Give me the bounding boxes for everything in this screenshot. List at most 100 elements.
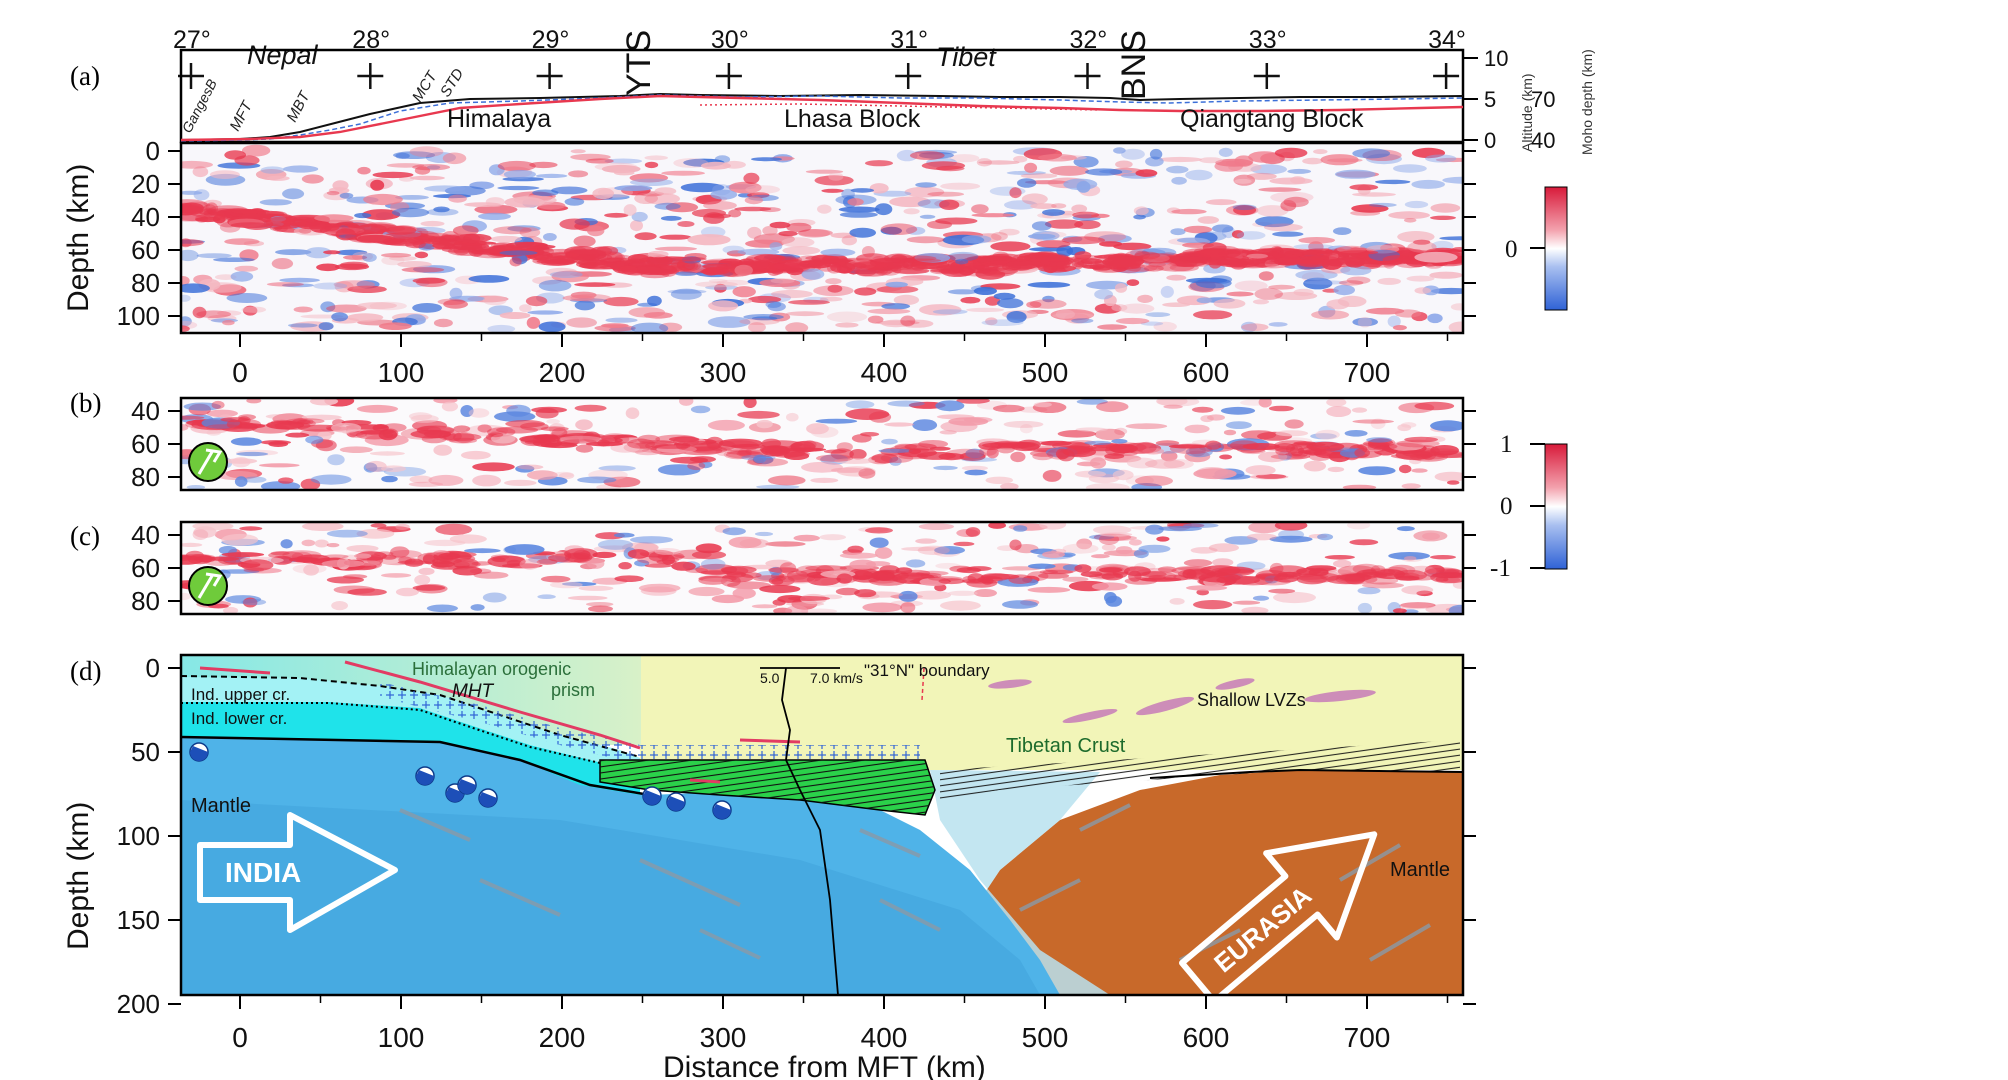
rf-amplitude — [395, 587, 419, 597]
rf-amplitude — [1275, 430, 1309, 437]
rf-amplitude — [691, 208, 727, 218]
rf-amplitude — [181, 542, 203, 547]
india-arrow — [197, 812, 398, 933]
rf-amplitude — [487, 432, 504, 438]
rf-amplitude — [192, 166, 209, 178]
rf-amplitude — [793, 534, 820, 542]
rf-amplitude — [552, 471, 574, 478]
rf-amplitude — [181, 202, 204, 213]
rf-amplitude — [965, 527, 981, 537]
indian-upper-crust — [181, 677, 640, 772]
rf-amplitude — [1352, 317, 1378, 327]
block-label-qiangtang: Qiangtang Block — [1180, 105, 1364, 133]
rf-amplitude — [1200, 415, 1214, 423]
rf-amplitude — [1427, 313, 1443, 324]
rf-amplitude — [497, 160, 536, 172]
rf-amplitude — [648, 256, 669, 267]
rf-amplitude — [949, 565, 973, 573]
rf-amplitude — [1115, 546, 1133, 555]
rf-amplitude — [505, 420, 545, 428]
rf-amplitude — [354, 212, 372, 219]
rf-amplitude — [665, 202, 699, 213]
moho-depth-red — [180, 94, 1464, 142]
rf-amplitude — [1338, 280, 1364, 286]
suture-label-bns: BNS — [1115, 30, 1153, 100]
rf-amplitude — [900, 258, 942, 263]
rf-amplitude — [769, 263, 788, 271]
rf-amplitude — [1096, 401, 1129, 413]
rf-amplitude — [1316, 252, 1333, 257]
rf-amplitude — [1193, 468, 1237, 480]
rf-amplitude — [443, 299, 468, 309]
rf-amplitude — [575, 444, 594, 453]
rf-amplitude — [656, 554, 686, 559]
rf-amplitude — [266, 175, 290, 181]
rf-amplitude — [601, 164, 641, 174]
rf-amplitude — [1050, 309, 1095, 321]
rf-amplitude — [530, 434, 562, 439]
rf-amplitude — [452, 558, 479, 569]
rf-amplitude — [1071, 318, 1094, 324]
rf-amplitude — [540, 426, 569, 432]
x-tick-label: 700 — [1344, 357, 1391, 388]
rf-amplitude — [221, 533, 259, 546]
rf-amplitude — [1290, 176, 1306, 184]
rf-amplitude — [1242, 443, 1280, 450]
rf-amplitude — [418, 567, 435, 576]
rf-amplitude — [414, 166, 431, 175]
azimuth-icon-c — [188, 566, 228, 606]
rf-amplitude — [1101, 544, 1116, 551]
rf-amplitude — [504, 196, 545, 208]
rf-amplitude — [1450, 303, 1463, 311]
rf-amplitude — [1196, 297, 1213, 304]
rf-amplitude — [243, 566, 265, 573]
rf-amplitude — [409, 175, 445, 181]
rf-amplitude — [468, 408, 490, 418]
rf-amplitude — [1093, 525, 1132, 535]
rf-amplitude — [282, 188, 305, 200]
rf-amplitude — [333, 280, 375, 289]
rf-amplitude — [919, 304, 962, 316]
rf-amplitude — [993, 292, 1016, 300]
rf-amplitude — [1283, 196, 1309, 208]
rf-amplitude — [667, 289, 707, 294]
rf-amplitude — [1002, 600, 1038, 609]
rf-amplitude — [236, 451, 269, 457]
rf-amplitude — [1157, 566, 1177, 573]
focal-mechanism-quadrant — [667, 796, 685, 811]
rf-amplitude — [356, 528, 395, 539]
rf-amplitude — [675, 271, 698, 277]
rf-amplitude — [437, 298, 466, 305]
rf-amplitude — [1016, 255, 1031, 261]
rf-amplitude — [1246, 172, 1277, 180]
rf-amplitude — [1245, 465, 1276, 476]
rf-amplitude — [940, 182, 981, 190]
rf-amplitude — [903, 208, 920, 215]
rf-amplitude — [326, 304, 367, 313]
rf-amplitude — [915, 182, 937, 188]
rf-amplitude — [960, 296, 981, 304]
rf-amplitude — [343, 255, 368, 260]
rf-amplitude — [871, 569, 909, 582]
y-tick-label: 150 — [117, 905, 160, 935]
rf-amplitude — [1393, 569, 1428, 581]
rf-amplitude — [654, 548, 681, 555]
rf-amplitude — [1042, 551, 1065, 558]
rf-amplitude — [630, 322, 669, 333]
rf-amplitude — [720, 575, 741, 587]
rf-amplitude — [775, 573, 816, 583]
rf-amplitude — [1062, 576, 1089, 582]
rf-amplitude — [783, 261, 800, 274]
rf-amplitude — [265, 414, 294, 419]
rf-amplitude — [1246, 533, 1277, 541]
rf-amplitude — [385, 226, 417, 235]
rf-amplitude — [629, 178, 674, 186]
rf-amplitude — [1434, 471, 1463, 482]
label-prism: prism — [551, 680, 595, 700]
rf-amplitude — [567, 595, 608, 601]
rf-amplitude — [1252, 299, 1270, 305]
indian-lower-crust — [181, 702, 640, 795]
rf-amplitude — [293, 306, 313, 313]
rf-amplitude — [575, 419, 593, 431]
boundary-31n — [921, 667, 925, 701]
